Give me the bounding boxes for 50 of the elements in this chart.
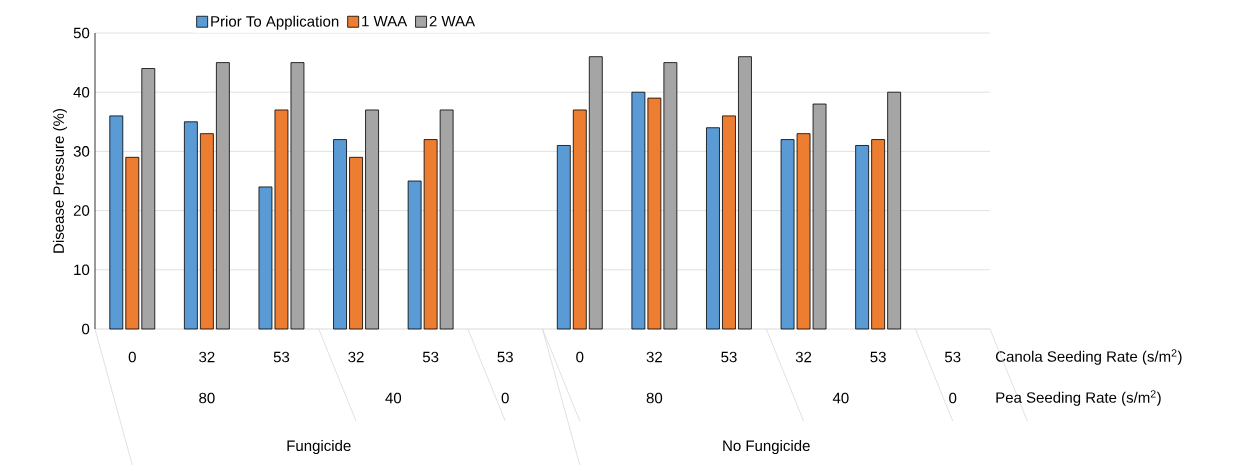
x-tick-label: 53 xyxy=(422,351,439,363)
x-tick-label: 53 xyxy=(273,351,290,363)
bar xyxy=(215,62,230,330)
text: No Fungicide xyxy=(723,440,810,454)
y-tick-label: 20 xyxy=(73,205,90,216)
bar xyxy=(109,115,124,330)
bar xyxy=(365,109,379,330)
text: 80 xyxy=(646,392,663,404)
bar xyxy=(722,115,736,330)
y-tick-label: 50 xyxy=(73,27,90,39)
text: 40 xyxy=(832,392,849,404)
x-tick-label: 32 xyxy=(795,351,812,363)
y-tick-label: 30 xyxy=(73,146,90,157)
x-tick-label: 0 xyxy=(576,351,584,363)
bar xyxy=(199,133,214,330)
bar xyxy=(572,109,587,330)
y-tick-label: 10 xyxy=(74,264,90,276)
bar xyxy=(125,156,140,330)
x-tick-label: 0 xyxy=(128,351,136,363)
bar xyxy=(333,139,347,330)
x-tick-label: 53 xyxy=(497,351,513,363)
text: 40 xyxy=(385,392,402,404)
bar xyxy=(706,127,720,330)
legend-label: 2 WAA xyxy=(429,15,476,27)
bar xyxy=(738,56,752,330)
text: 80 xyxy=(199,392,215,404)
bar xyxy=(871,139,886,330)
bar xyxy=(588,56,603,330)
x-tick-label: 32 xyxy=(199,351,215,363)
x-tick-label: 32 xyxy=(646,351,662,363)
legend-label: 1 WAA xyxy=(362,15,408,27)
text: Fungicide xyxy=(287,440,351,454)
x-tick-label: 32 xyxy=(348,351,364,363)
y-tick-label: 0 xyxy=(82,323,90,335)
y-tick-label: 40 xyxy=(73,86,90,98)
text: 0 xyxy=(949,392,957,404)
x-tick-label: 53 xyxy=(870,351,886,363)
text: 0 xyxy=(501,392,509,404)
bar xyxy=(141,68,156,330)
bar xyxy=(855,145,870,330)
bar xyxy=(183,121,198,330)
x-axis-title: Canola Seeding Rate (s/m$^{2}$) xyxy=(995,349,1182,365)
text: Pea Seeding Rate (s/m$^{2}$) xyxy=(996,390,1161,406)
x-tick-label: 53 xyxy=(944,351,961,363)
x-tick-label: 53 xyxy=(721,351,737,363)
bar xyxy=(349,156,363,330)
legend-label: Prior To Application xyxy=(211,15,339,30)
bar xyxy=(556,145,571,330)
bar xyxy=(887,91,902,330)
y-axis-title: Disease Pressure (%) xyxy=(52,109,67,253)
